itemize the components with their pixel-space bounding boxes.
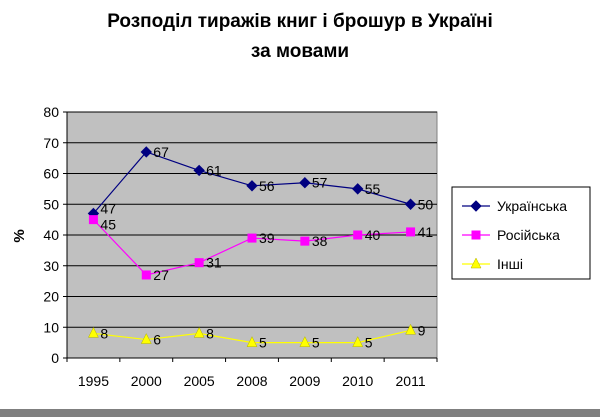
data-label: 61 xyxy=(206,162,222,178)
y-axis-label: % xyxy=(11,229,28,242)
square-marker xyxy=(406,227,416,237)
y-tick-label: 70 xyxy=(43,135,59,151)
data-label: 40 xyxy=(365,227,381,243)
square-marker xyxy=(194,258,204,268)
series-markers xyxy=(87,146,417,347)
data-label: 5 xyxy=(365,335,373,351)
chart-title-line-1: Розподіл тиражів книг і брошур в Україні xyxy=(107,11,493,32)
y-axis-ticks: 0 10 20 30 40 50 60 70 80 xyxy=(43,104,68,366)
triangle-marker xyxy=(140,332,152,344)
y-tick-label: 30 xyxy=(43,258,59,274)
legend-label: Українська xyxy=(497,198,567,214)
triangle-marker xyxy=(193,326,205,338)
legend-label: Російська xyxy=(497,227,560,243)
diamond-marker xyxy=(140,146,152,158)
bottom-border xyxy=(0,409,600,417)
data-label: 27 xyxy=(153,267,169,283)
diamond-marker xyxy=(299,177,311,189)
square-marker xyxy=(141,270,151,280)
y-tick-label: 40 xyxy=(43,227,59,243)
square-marker xyxy=(471,230,481,240)
square-marker xyxy=(247,233,257,243)
diamond-marker xyxy=(470,200,482,212)
data-label: 45 xyxy=(100,217,116,233)
triangle-marker xyxy=(88,326,99,338)
data-label: 50 xyxy=(418,196,434,212)
data-label: 6 xyxy=(153,332,161,348)
triangle-marker xyxy=(352,336,364,347)
x-tick-label: 2005 xyxy=(184,373,215,389)
data-label: 41 xyxy=(418,224,434,240)
data-label: 38 xyxy=(312,233,328,249)
x-tick-label: 2008 xyxy=(236,373,267,389)
triangle-marker xyxy=(299,336,311,347)
data-label: 47 xyxy=(100,200,116,216)
y-tick-label: 60 xyxy=(43,166,59,182)
gridlines xyxy=(67,111,437,328)
square-marker xyxy=(353,230,363,240)
y-tick-label: 80 xyxy=(43,104,59,120)
diamond-marker xyxy=(404,198,417,210)
square-marker xyxy=(88,215,98,225)
triangle-marker xyxy=(405,323,416,335)
triangle-marker xyxy=(470,257,482,269)
diamond-marker xyxy=(352,183,364,195)
square-marker xyxy=(300,236,310,246)
x-tick-label: 2000 xyxy=(131,373,162,389)
data-label: 56 xyxy=(259,178,275,194)
data-label: 5 xyxy=(259,335,267,351)
data-label: 67 xyxy=(153,144,169,160)
x-tick-label: 1995 xyxy=(78,373,109,389)
chart-title-line-2: за мовами xyxy=(251,41,349,62)
y-tick-label: 50 xyxy=(43,196,59,212)
y-tick-label: 10 xyxy=(43,319,59,335)
triangle-marker xyxy=(246,336,258,347)
data-label: 39 xyxy=(259,230,275,246)
x-axis-ticks: 1995 2000 2005 2008 2009 2010 2011 xyxy=(66,357,438,389)
legend: Українська Російська Інші xyxy=(451,186,591,280)
x-tick-label: 2010 xyxy=(342,373,373,389)
data-label: 8 xyxy=(206,325,214,341)
x-tick-label: 2009 xyxy=(289,373,320,389)
data-label: 57 xyxy=(312,175,328,191)
x-tick-label: 2011 xyxy=(396,373,426,389)
y-tick-label: 0 xyxy=(51,350,59,366)
data-label: 55 xyxy=(365,181,381,197)
y-tick-label: 20 xyxy=(43,289,59,305)
diamond-marker xyxy=(193,164,205,177)
data-label: 31 xyxy=(206,255,222,271)
diamond-marker xyxy=(246,180,258,192)
data-label: 5 xyxy=(312,335,320,351)
data-label: 8 xyxy=(100,325,108,341)
data-label: 9 xyxy=(418,322,426,338)
legend-label: Інші xyxy=(497,256,523,272)
